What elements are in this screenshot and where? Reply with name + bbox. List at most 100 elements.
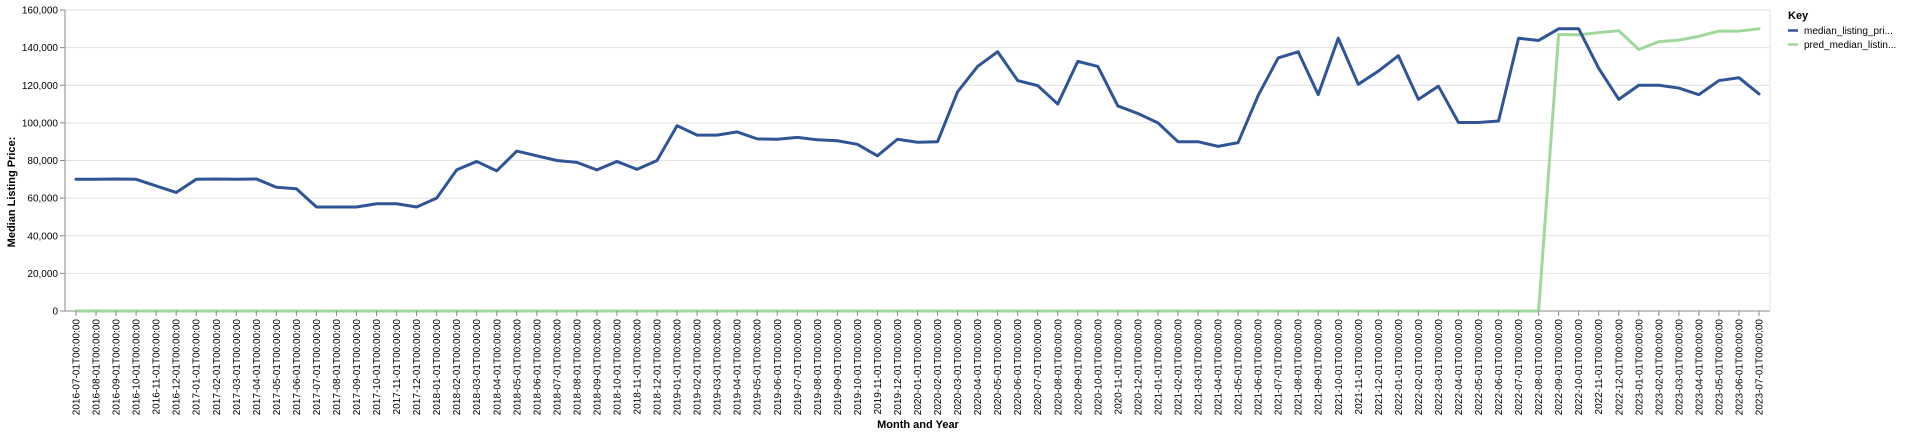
x-tick-label: 2018-01-01T00:00:00 bbox=[432, 319, 443, 416]
x-tick-label: 2023-05-01T00:00:00 bbox=[1714, 319, 1725, 416]
x-tick-label: 2016-12-01T00:00:00 bbox=[172, 319, 183, 416]
x-tick-label: 2017-05-01T00:00:00 bbox=[272, 319, 283, 416]
x-tick-label: 2022-05-01T00:00:00 bbox=[1474, 319, 1485, 416]
x-tick-label: 2017-11-01T00:00:00 bbox=[392, 319, 403, 415]
x-tick-label: 2021-01-01T00:00:00 bbox=[1153, 319, 1164, 416]
x-tick-label: 2019-01-01T00:00:00 bbox=[673, 319, 684, 416]
x-tick-label: 2021-09-01T00:00:00 bbox=[1314, 319, 1325, 416]
x-tick-label: 2021-03-01T00:00:00 bbox=[1194, 319, 1205, 416]
x-tick-label: 2017-01-01T00:00:00 bbox=[192, 319, 203, 416]
x-tick-label: 2020-02-01T00:00:00 bbox=[933, 319, 944, 416]
x-tick-label: 2022-07-01T00:00:00 bbox=[1514, 319, 1525, 416]
y-tick-label: 160,000 bbox=[22, 6, 59, 17]
x-tick-label: 2023-02-01T00:00:00 bbox=[1654, 319, 1665, 416]
x-tick-label: 2017-06-01T00:00:00 bbox=[292, 319, 303, 416]
y-tick-label: 0 bbox=[52, 307, 58, 318]
x-tick-label: 2020-04-01T00:00:00 bbox=[973, 319, 984, 416]
y-tick-label: 80,000 bbox=[27, 156, 58, 167]
legend-label: pred_median_listin... bbox=[1804, 40, 1896, 51]
x-tick-label: 2018-07-01T00:00:00 bbox=[552, 319, 563, 416]
x-tick-label: 2020-03-01T00:00:00 bbox=[953, 319, 964, 416]
x-tick-label: 2021-07-01T00:00:00 bbox=[1274, 319, 1285, 416]
series-layer bbox=[74, 27, 1761, 313]
y-tick-label: 100,000 bbox=[22, 118, 59, 129]
x-tick-label: 2020-12-01T00:00:00 bbox=[1133, 319, 1144, 416]
x-tick-label: 2022-08-01T00:00:00 bbox=[1534, 319, 1545, 416]
x-tick-label: 2023-06-01T00:00:00 bbox=[1734, 319, 1745, 416]
x-tick-label: 2020-07-01T00:00:00 bbox=[1033, 319, 1044, 416]
y-tick-label: 60,000 bbox=[27, 194, 58, 205]
x-tick-label: 2017-03-01T00:00:00 bbox=[232, 319, 243, 416]
x-tick-label: 2021-11-01T00:00:00 bbox=[1354, 319, 1365, 415]
x-tick-label: 2019-08-01T00:00:00 bbox=[813, 319, 824, 416]
x-tick-label: 2017-12-01T00:00:00 bbox=[412, 319, 423, 416]
y-tick-label: 140,000 bbox=[22, 43, 59, 54]
x-tick-label: 2018-09-01T00:00:00 bbox=[592, 319, 603, 416]
x-tick-label: 2021-02-01T00:00:00 bbox=[1173, 319, 1184, 416]
x-tick-label: 2016-09-01T00:00:00 bbox=[112, 319, 123, 416]
x-tick-label: 2018-04-01T00:00:00 bbox=[492, 319, 503, 416]
x-tick-label: 2020-09-01T00:00:00 bbox=[1073, 319, 1084, 416]
x-tick-label: 2020-10-01T00:00:00 bbox=[1093, 319, 1104, 416]
x-tick-label: 2022-01-01T00:00:00 bbox=[1394, 319, 1405, 416]
x-tick-label: 2017-04-01T00:00:00 bbox=[252, 319, 263, 416]
x-tick-label: 2019-10-01T00:00:00 bbox=[853, 319, 864, 416]
y-tick-label: 20,000 bbox=[27, 269, 58, 280]
x-axis-ticks: 2016-07-01T00:00:00 2016-08-01T00:00:00 20… bbox=[72, 311, 1766, 415]
x-tick-label: 2023-03-01T00:00:00 bbox=[1674, 319, 1685, 416]
x-axis-title: Month and Year bbox=[877, 419, 959, 431]
legend-label: median_listing_pri... bbox=[1804, 26, 1893, 37]
x-tick-label: 2018-06-01T00:00:00 bbox=[532, 319, 543, 416]
x-tick-label: 2022-11-01T00:00:00 bbox=[1594, 319, 1605, 415]
x-tick-label: 2019-04-01T00:00:00 bbox=[733, 319, 744, 416]
x-tick-label: 2018-10-01T00:00:00 bbox=[612, 319, 623, 416]
x-tick-label: 2020-11-01T00:00:00 bbox=[1113, 319, 1124, 415]
x-tick-label: 2021-10-01T00:00:00 bbox=[1334, 319, 1345, 416]
x-tick-label: 2020-08-01T00:00:00 bbox=[1053, 319, 1064, 416]
x-tick-label: 2016-08-01T00:00:00 bbox=[92, 319, 103, 416]
x-tick-label: 2016-11-01T00:00:00 bbox=[152, 319, 163, 415]
x-tick-label: 2020-06-01T00:00:00 bbox=[1013, 319, 1024, 416]
x-tick-label: 2018-12-01T00:00:00 bbox=[653, 319, 664, 416]
y-tick-label: 40,000 bbox=[27, 231, 58, 242]
x-tick-label: 2017-09-01T00:00:00 bbox=[352, 319, 363, 416]
x-tick-label: 2019-09-01T00:00:00 bbox=[833, 319, 844, 416]
x-tick-label: 2017-02-01T00:00:00 bbox=[212, 319, 223, 416]
x-tick-label: 2018-03-01T00:00:00 bbox=[472, 319, 483, 416]
x-tick-label: 2021-05-01T00:00:00 bbox=[1234, 319, 1245, 416]
x-tick-label: 2021-06-01T00:00:00 bbox=[1254, 319, 1265, 416]
legend: Key median_listing_pri... pred_median_lis… bbox=[1788, 10, 1896, 51]
x-tick-label: 2020-01-01T00:00:00 bbox=[913, 319, 924, 416]
x-tick-label: 2021-04-01T00:00:00 bbox=[1214, 319, 1225, 416]
x-tick-label: 2017-10-01T00:00:00 bbox=[372, 319, 383, 416]
x-tick-label: 2019-05-01T00:00:00 bbox=[753, 319, 764, 416]
x-tick-label: 2022-09-01T00:00:00 bbox=[1554, 319, 1565, 416]
x-tick-label: 2016-10-01T00:00:00 bbox=[132, 319, 143, 416]
x-tick-label: 2019-12-01T00:00:00 bbox=[893, 319, 904, 416]
x-tick-label: 2022-03-01T00:00:00 bbox=[1434, 319, 1445, 416]
x-tick-label: 2022-02-01T00:00:00 bbox=[1414, 319, 1425, 416]
x-tick-label: 2021-08-01T00:00:00 bbox=[1294, 319, 1305, 416]
series-line-0 bbox=[74, 27, 1761, 209]
x-tick-label: 2023-07-01T00:00:00 bbox=[1755, 319, 1766, 416]
x-tick-label: 2018-05-01T00:00:00 bbox=[512, 319, 523, 416]
x-tick-label: 2018-11-01T00:00:00 bbox=[633, 319, 644, 415]
x-tick-label: 2023-01-01T00:00:00 bbox=[1634, 319, 1645, 416]
x-tick-label: 2019-03-01T00:00:00 bbox=[713, 319, 724, 416]
x-tick-label: 2020-05-01T00:00:00 bbox=[993, 319, 1004, 416]
x-tick-label: 2022-04-01T00:00:00 bbox=[1454, 319, 1465, 416]
y-axis-ticks: 0 20,000 40,000 60,000 80,000 100,000 120,000 1… bbox=[22, 6, 65, 318]
x-tick-label: 2018-02-01T00:00:00 bbox=[452, 319, 463, 416]
x-tick-label: 2016-07-01T00:00:00 bbox=[72, 319, 83, 416]
x-tick-label: 2019-11-01T00:00:00 bbox=[873, 319, 884, 415]
x-tick-label: 2019-06-01T00:00:00 bbox=[773, 319, 784, 416]
x-tick-label: 2021-12-01T00:00:00 bbox=[1374, 319, 1385, 416]
x-tick-label: 2022-10-01T00:00:00 bbox=[1574, 319, 1585, 416]
y-axis-title: Median Listing Price: bbox=[6, 137, 18, 248]
x-tick-label: 2017-07-01T00:00:00 bbox=[312, 319, 323, 416]
x-tick-label: 2017-08-01T00:00:00 bbox=[332, 319, 343, 416]
x-tick-label: 2019-02-01T00:00:00 bbox=[693, 319, 704, 416]
y-tick-label: 120,000 bbox=[22, 81, 59, 92]
x-tick-label: 2023-04-01T00:00:00 bbox=[1694, 319, 1705, 416]
